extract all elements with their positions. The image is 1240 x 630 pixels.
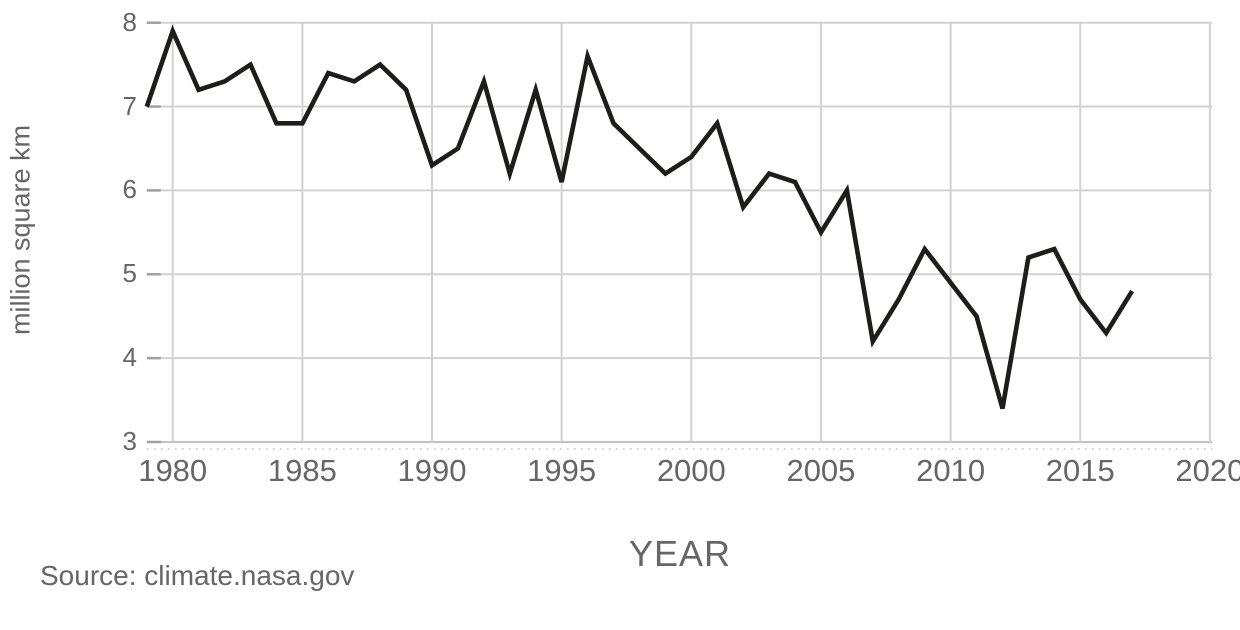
x-tick-label: 2000 <box>656 453 726 488</box>
y-tick-label: 8 <box>122 6 137 37</box>
y-tick-label: 3 <box>122 426 137 456</box>
x-tick-label: 2005 <box>786 453 856 488</box>
x-tick-label: 2015 <box>1045 453 1115 488</box>
x-tick-label: 2020 <box>1175 453 1240 488</box>
y-tick-label: 4 <box>122 342 137 373</box>
x-tick-label: 2010 <box>916 453 986 488</box>
x-tick-label: 1990 <box>397 453 467 488</box>
x-axis-title: YEAR <box>628 533 732 574</box>
y-axis-title: million square km <box>5 124 36 336</box>
y-tick-label: 6 <box>122 174 137 205</box>
x-tick-label: 1980 <box>138 453 208 488</box>
y-tick-label: 5 <box>122 258 137 289</box>
y-tick-label: 7 <box>122 90 137 121</box>
sea-ice-trend-line <box>144 24 1135 410</box>
x-tick-label: 1995 <box>527 453 597 488</box>
source-attribution: Source: climate.nasa.gov <box>40 560 355 591</box>
x-tick-label: 1985 <box>267 453 337 488</box>
